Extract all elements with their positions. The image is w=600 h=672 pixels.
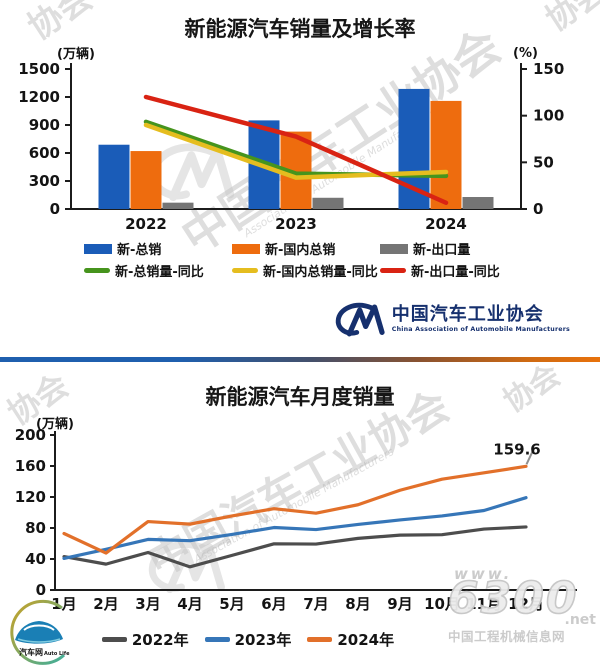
svg-text:120: 120 <box>15 488 46 506</box>
chart1-left-axis-unit: (万辆) <box>57 47 95 62</box>
chart2-tick-labels: 200 160 120 80 40 0 <box>15 428 46 599</box>
legend-swatch <box>380 268 406 273</box>
legend-swatch <box>84 243 112 254</box>
chart1-category-labels: 2022 2023 2024 <box>125 215 467 233</box>
annotation-label: 159.6 <box>493 440 540 458</box>
legend-swatch <box>232 243 260 254</box>
legend-label: 新-总销 <box>117 243 162 258</box>
legend-swatch <box>84 268 110 273</box>
chart1-title: 新能源汽车销量及增长率 <box>184 17 416 41</box>
caam-logo: 中国汽车工业协会 China Association of Automobile… <box>333 299 570 339</box>
legend-item: 新-出口量 <box>380 239 470 258</box>
legend-swatch <box>380 243 408 254</box>
svg-text:80: 80 <box>25 519 46 537</box>
car-windshield <box>23 624 55 631</box>
legend-label: 2023年 <box>234 631 292 649</box>
car-highlight <box>17 638 61 643</box>
car-body <box>15 621 63 644</box>
svg-text:1200: 1200 <box>18 88 60 106</box>
svg-text:2022: 2022 <box>125 215 167 233</box>
legend-label: 新-出口量 <box>413 243 471 258</box>
caam-name-en: China Association of Automobile Manufact… <box>391 325 570 333</box>
svg-text:5月: 5月 <box>219 595 244 613</box>
svg-text:2024: 2024 <box>425 215 467 233</box>
chart2-axes <box>50 431 577 591</box>
svg-text:200: 200 <box>15 428 46 444</box>
svg-text:12月: 12月 <box>508 595 544 613</box>
svg-text:3月: 3月 <box>135 595 160 613</box>
chart1-plot: 1500 1200 900 600 300 0 150 100 50 0 2022 2023 2024 <box>18 60 564 233</box>
logo-arc <box>10 599 66 665</box>
legend-swatch <box>101 637 127 642</box>
svg-text:50: 50 <box>533 153 554 171</box>
line-series-2 <box>143 94 449 205</box>
bar-series-2 <box>162 197 494 209</box>
line-series-1 <box>143 122 449 180</box>
svg-text:9月: 9月 <box>387 595 412 613</box>
legend-item: 新-总销 <box>84 239 232 258</box>
svg-text:1500: 1500 <box>18 60 60 78</box>
autolife-text-cn: 汽车网 <box>19 647 43 657</box>
svg-text:1月: 1月 <box>51 595 76 613</box>
legend-item: 新-出口量-同比 <box>380 261 500 280</box>
line-series-2024年 <box>62 464 528 555</box>
legend-label: 新-出口量-同比 <box>411 265 500 280</box>
svg-text:300: 300 <box>29 172 60 190</box>
svg-text:8月: 8月 <box>345 595 370 613</box>
legend-item: 2024年 <box>307 629 394 650</box>
legend-item: 新-总销量-同比 <box>84 261 232 280</box>
chart1-legend-row-bars: 新-总销 新-国内总销 新-出口量 <box>84 239 470 258</box>
svg-text:0: 0 <box>36 581 46 599</box>
legend-label: 新-国内总销量-同比 <box>263 265 378 280</box>
line-series-2023年 <box>62 496 528 560</box>
bar-series-1 <box>130 100 462 209</box>
chart1-right-tick-labels: 150 100 50 0 <box>533 60 564 218</box>
legend-label: 新-总销量-同比 <box>115 265 204 280</box>
svg-text:4月: 4月 <box>177 595 202 613</box>
svg-text:160: 160 <box>15 457 46 475</box>
legend-swatch <box>232 268 258 273</box>
svg-text:6月: 6月 <box>261 595 286 613</box>
annotation-tick <box>525 447 535 465</box>
svg-text:150: 150 <box>533 60 564 78</box>
svg-text:2月: 2月 <box>93 595 118 613</box>
legend-item: 新-国内总销量-同比 <box>232 261 380 280</box>
legend-item: 2023年 <box>204 629 292 650</box>
svg-text:0: 0 <box>50 200 60 218</box>
legend-item: 2022年 <box>101 629 189 650</box>
legend-swatch <box>204 637 230 642</box>
chart2-legend: 2022年 2023年 2024年 <box>0 629 496 650</box>
chart2-plot: 200 160 120 80 40 0 1月 2月 3月 4月 5月 6月 7月 8月 9月 10月 11月 12… <box>15 428 577 613</box>
svg-text:2023: 2023 <box>275 215 317 233</box>
svg-text:0: 0 <box>533 200 543 218</box>
chart2-month-labels: 1月 2月 3月 4月 5月 6月 7月 8月 9月 10月 11月 12月 <box>51 595 544 613</box>
chart1-right-axis-unit: (%) <box>513 46 538 61</box>
legend-label: 2024年 <box>337 631 395 649</box>
caam-name-cn: 中国汽车工业协会 <box>391 304 544 326</box>
autolife-text-en: Auto Life <box>44 651 70 657</box>
chart1-legend-row-lines: 新-总销量-同比 新-国内总销量-同比 新-出口量-同比 <box>84 261 500 280</box>
chart2-series <box>62 464 528 569</box>
legend-swatch <box>307 637 333 642</box>
legend-label: 2022年 <box>131 631 189 649</box>
svg-text:900: 900 <box>29 116 60 134</box>
chart1-left-tick-labels: 1500 1200 900 600 300 0 <box>18 60 60 218</box>
legend-item: 新-国内总销 <box>232 239 380 258</box>
chart2-title: 新能源汽车月度销量 <box>205 385 395 409</box>
svg-text:100: 100 <box>533 107 564 125</box>
chart2-axis-unit: (万辆) <box>36 417 74 432</box>
divider-bar <box>0 357 600 362</box>
legend-label: 新-国内总销 <box>265 243 336 258</box>
svg-text:10月: 10月 <box>424 595 460 613</box>
svg-text:7月: 7月 <box>303 595 328 613</box>
svg-text:40: 40 <box>25 550 46 568</box>
svg-text:11月: 11月 <box>466 595 502 613</box>
svg-text:600: 600 <box>29 144 60 162</box>
line-series-2022年 <box>62 525 528 569</box>
chart1-bars <box>98 88 494 209</box>
caam-monogram-icon <box>335 302 385 337</box>
autolife-car-logo: 汽车网 Auto Life <box>10 599 70 665</box>
chart1-growth-lines <box>143 94 449 205</box>
